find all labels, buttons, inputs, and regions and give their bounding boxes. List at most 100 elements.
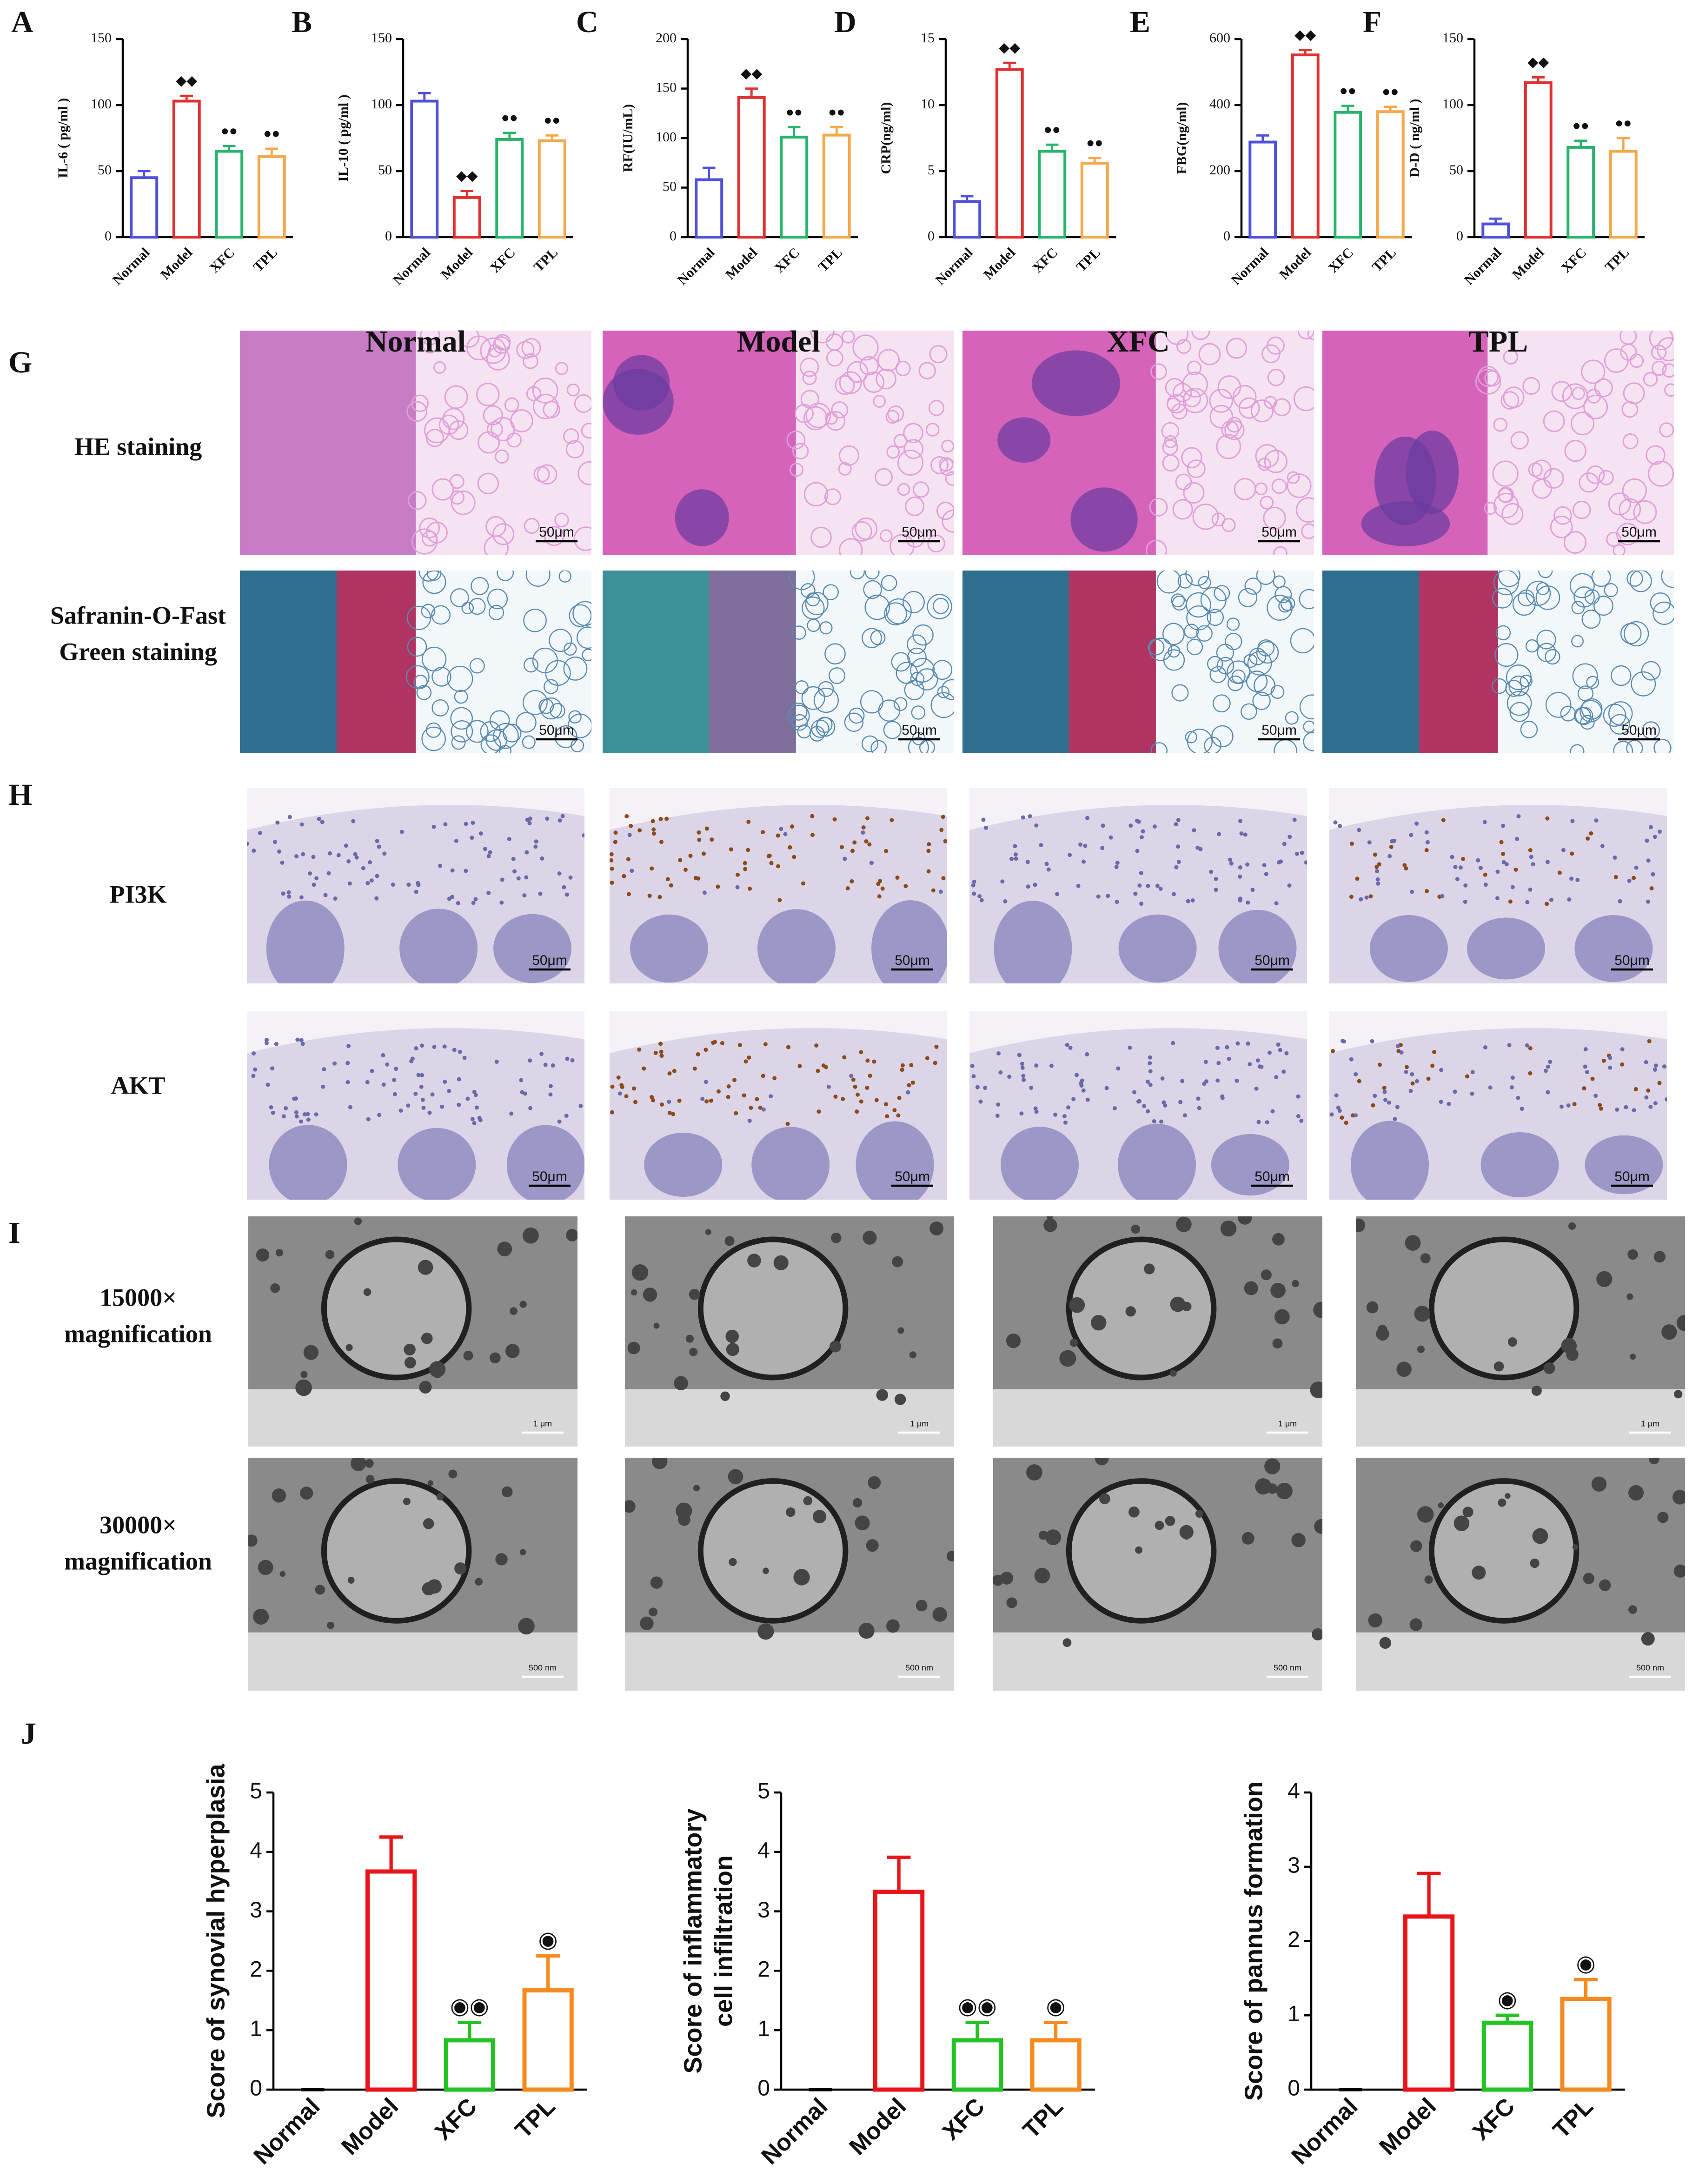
texture (548, 1092, 553, 1097)
texture (491, 417, 515, 442)
texture-group (1355, 1216, 1685, 1447)
annotation: ◆◆ (999, 40, 1020, 55)
texture (1216, 434, 1241, 459)
error-bar (830, 126, 843, 135)
texture (538, 698, 554, 714)
texture (392, 1078, 397, 1082)
texture (1661, 1324, 1677, 1340)
texture (626, 892, 631, 896)
texture (751, 1127, 830, 1200)
texture (863, 1230, 877, 1245)
annotation: ●● (263, 126, 280, 141)
texture (726, 1343, 739, 1356)
texture (1273, 546, 1288, 555)
bar (1248, 140, 1277, 239)
texture (544, 679, 559, 694)
texture (877, 349, 900, 372)
x-tick-label: TPL (1018, 2093, 1068, 2143)
texture (1068, 1046, 1073, 1050)
texture (906, 1090, 910, 1095)
x-tick-label: Model (1509, 245, 1547, 282)
texture (1551, 381, 1573, 402)
texture (443, 1079, 447, 1084)
panel-letter: I (8, 1216, 20, 1250)
error-bar (1044, 2020, 1068, 2040)
texture (1104, 1086, 1109, 1090)
texture (871, 900, 947, 983)
error-bar (1256, 134, 1269, 142)
texture (377, 844, 381, 849)
texture (617, 1091, 622, 1096)
texture (1572, 663, 1598, 689)
texture (1583, 1064, 1587, 1069)
texture (1186, 899, 1190, 903)
texture (1624, 1105, 1628, 1109)
texture (720, 1041, 724, 1046)
texture (697, 837, 702, 842)
texture (1509, 1085, 1514, 1089)
texture (1229, 861, 1234, 866)
texture (486, 421, 503, 438)
texture (1646, 1088, 1651, 1093)
texture (507, 837, 511, 842)
texture (1613, 741, 1633, 753)
texture (1274, 586, 1292, 604)
texture (769, 861, 774, 865)
texture (1239, 831, 1244, 836)
texture (1480, 1132, 1559, 1197)
texture (1520, 721, 1538, 738)
texture (942, 509, 954, 533)
row-label: magnification (64, 1320, 212, 1348)
texture (1273, 398, 1291, 417)
bar (951, 2038, 1003, 2092)
texture (853, 1084, 857, 1089)
row-label: 30000× (100, 1511, 177, 1539)
texture (927, 594, 952, 619)
texture (424, 417, 450, 444)
micrograph: 50μm (247, 1011, 585, 1200)
micrograph: 50μm (1329, 1011, 1667, 1200)
texture (1300, 850, 1304, 855)
texture (637, 1047, 642, 1052)
texture (1220, 1094, 1225, 1099)
texture (667, 1110, 672, 1115)
texture (418, 1260, 433, 1275)
texture (885, 410, 900, 424)
texture (1546, 1090, 1550, 1095)
texture (527, 821, 532, 825)
texture (544, 526, 564, 546)
texture (1039, 843, 1043, 848)
texture (578, 1103, 583, 1108)
texture (941, 876, 946, 881)
micrograph: 50μm (1322, 330, 1674, 555)
texture (1501, 851, 1506, 856)
texture (287, 815, 292, 819)
texture (1228, 857, 1232, 862)
error-bar (458, 2020, 482, 2040)
y-tick-label: 0 (1288, 2076, 1300, 2101)
texture (451, 735, 466, 750)
texture (1483, 883, 1488, 887)
texture (1215, 1078, 1220, 1083)
scale-label: 50μm (532, 1169, 567, 1184)
texture (478, 1118, 483, 1122)
texture (696, 1052, 700, 1057)
texture (1505, 1493, 1511, 1499)
texture (369, 878, 374, 883)
texture (633, 1100, 638, 1104)
texture (1278, 1048, 1282, 1052)
texture (726, 1095, 730, 1099)
texture (1006, 1597, 1017, 1608)
texture (1284, 1051, 1289, 1055)
texture (625, 1500, 636, 1513)
texture (1395, 1105, 1400, 1109)
texture (729, 847, 733, 852)
texture (1019, 1111, 1024, 1116)
x-tick-label: Normal (110, 245, 153, 288)
texture (516, 876, 521, 881)
scale-label: 50μm (895, 1169, 930, 1184)
texture (728, 1469, 743, 1485)
micrograph: 50μm (610, 788, 947, 983)
y-tick-label: 5 (250, 1779, 262, 1804)
texture (897, 1327, 904, 1334)
